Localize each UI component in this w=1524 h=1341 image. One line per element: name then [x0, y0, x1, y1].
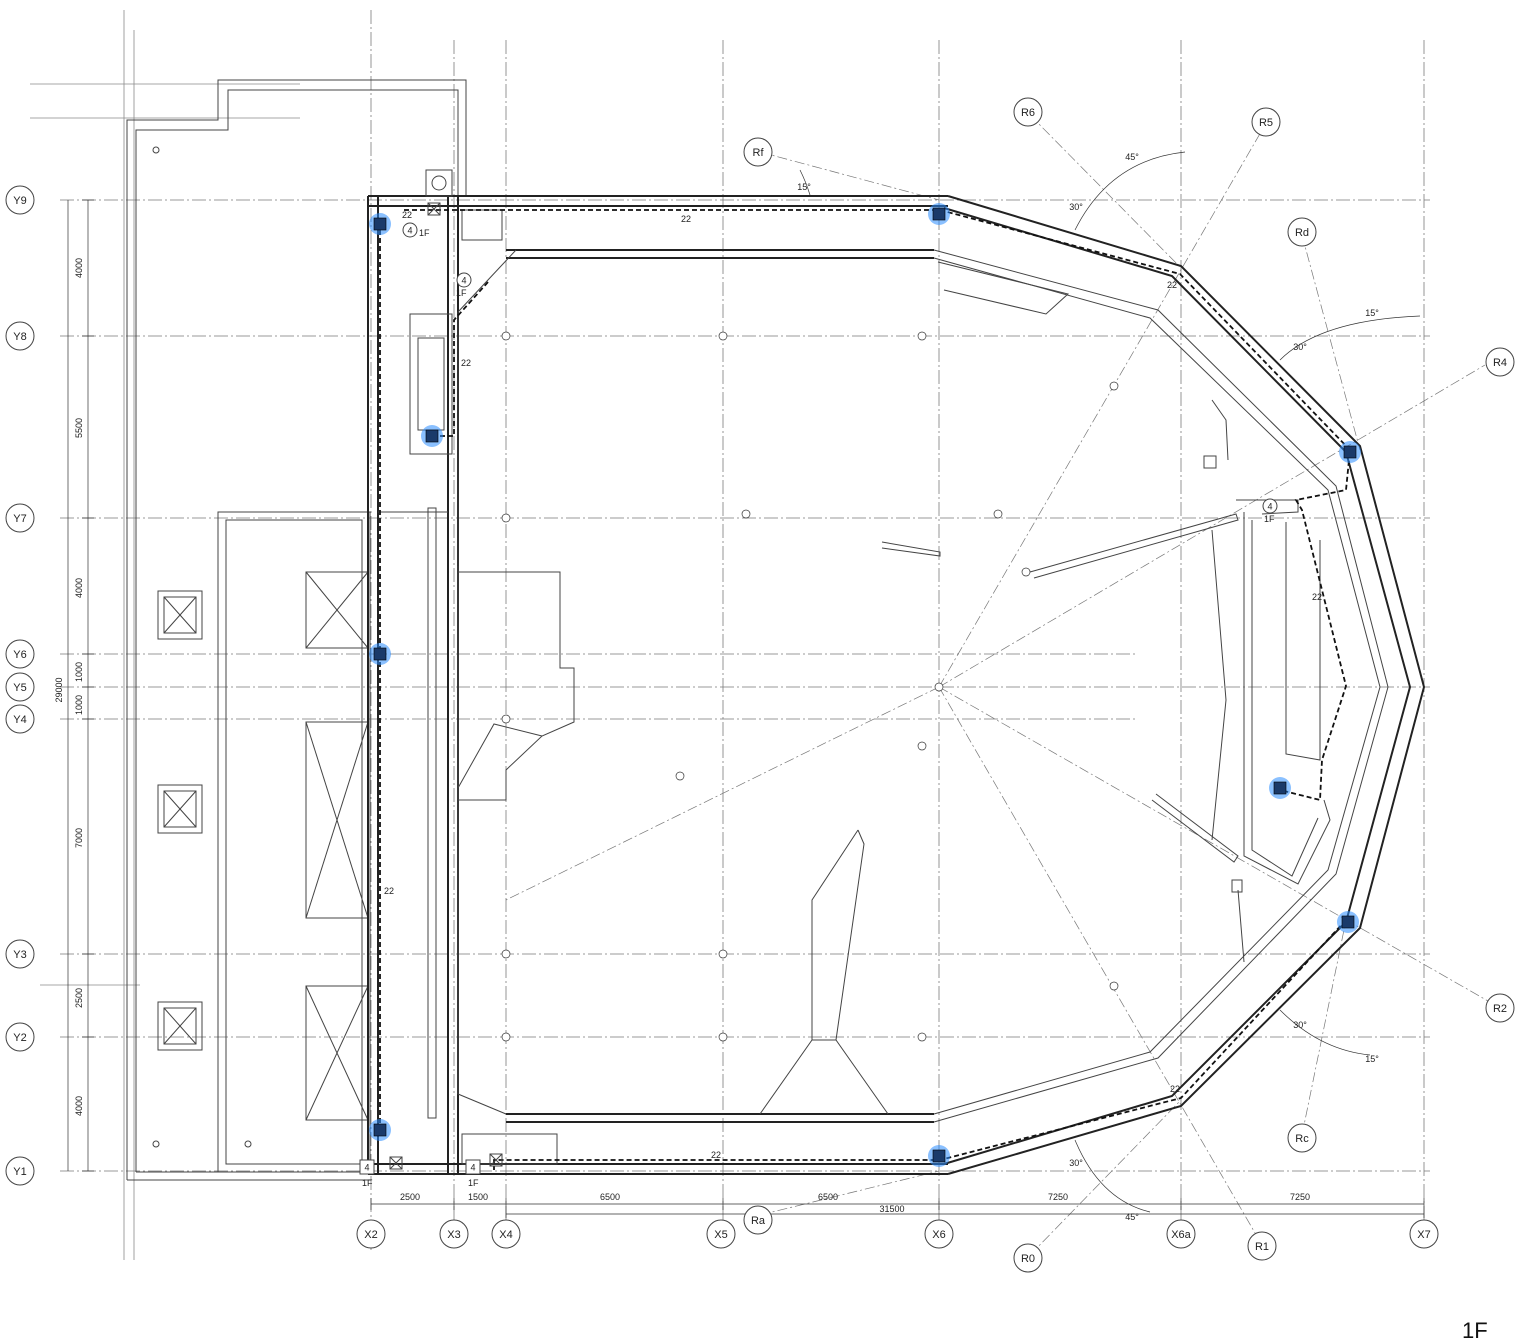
corridor	[367, 169, 948, 1175]
radial-label: R5	[1259, 117, 1273, 129]
grid-label-y: Y6	[13, 649, 26, 661]
dim-label: 7250	[1290, 1192, 1310, 1202]
grid-label-x: X7	[1417, 1229, 1430, 1241]
bottom-dimensions: 2500 1500 6500 6500 7250 7250 31500	[370, 1192, 1425, 1218]
device-tag: 22	[461, 358, 471, 368]
radial-label: R0	[1021, 1253, 1035, 1265]
grid-label-y: Y7	[13, 513, 26, 525]
callout-number: 4	[364, 1162, 369, 1172]
grid-label-x: X5	[714, 1229, 727, 1241]
radial-label: Rf	[753, 147, 765, 159]
main-hall	[457, 195, 1426, 1175]
angle-label: 30°	[1293, 1020, 1307, 1030]
callout-tag: 1F	[468, 1178, 479, 1188]
left-dimensions: 4000 5500 4000 1000 1000 7000 2500 4000 …	[54, 199, 94, 1172]
angle-labels: 15° 45° 30° 15° 30° 30° 15° 30° 45°	[797, 152, 1379, 1222]
radial-label: R4	[1493, 357, 1507, 369]
callout-number: 4	[1267, 501, 1272, 511]
radial-label: R6	[1021, 107, 1035, 119]
callout-number: 4	[407, 225, 412, 235]
dim-label: 4000	[74, 578, 84, 598]
grid-label-x: X6	[932, 1229, 945, 1241]
grid-label-x: X2	[364, 1229, 377, 1241]
dim-label: 1500	[468, 1192, 488, 1202]
dim-label: 7250	[1048, 1192, 1068, 1202]
grid-label-x: X3	[447, 1229, 460, 1241]
radial-label: Ra	[751, 1215, 766, 1227]
device-tag: 22	[711, 1150, 721, 1160]
dim-label: 6500	[600, 1192, 620, 1202]
dim-total-bottom: 31500	[879, 1204, 904, 1214]
grid-label-y: Y8	[13, 331, 26, 343]
grid-label-x: X4	[499, 1229, 512, 1241]
callout-number: 4	[470, 1162, 475, 1172]
grid-lines-horizontal	[30, 83, 1430, 1172]
device-tags: 22 22 22 22 22 22 22 22	[384, 210, 1322, 1160]
callout-number: 4	[461, 275, 466, 285]
angle-label: 15°	[797, 182, 811, 192]
dim-label: 6500	[818, 1192, 838, 1202]
dim-label: 1000	[74, 662, 84, 682]
device-tag: 22	[1170, 1084, 1180, 1094]
angle-label: 45°	[1125, 1212, 1139, 1222]
grid-label-y: Y3	[13, 949, 26, 961]
dim-label: 2500	[74, 988, 84, 1008]
angle-label: 30°	[1069, 202, 1083, 212]
device-tag: 22	[1312, 592, 1322, 602]
radial-label: Rc	[1295, 1133, 1309, 1145]
angle-label: 30°	[1069, 1158, 1083, 1168]
left-annex	[126, 79, 467, 1181]
device-markers	[369, 203, 1361, 1167]
callouts: 4 1F 4 1F 4 1F 4 1F 4 1F	[359, 202, 1278, 1188]
device-tag: 22	[384, 886, 394, 896]
grid-label-x: X6a	[1171, 1229, 1191, 1241]
radial-label: Rd	[1295, 227, 1309, 239]
dim-label: 4000	[74, 1096, 84, 1116]
device-tag: 22	[681, 214, 691, 224]
grid-label-y: Y2	[13, 1032, 26, 1044]
grid-label-y: Y1	[13, 1166, 26, 1178]
angle-label: 30°	[1293, 342, 1307, 352]
radial-label: R2	[1493, 1003, 1507, 1015]
grid-label-y: Y5	[13, 682, 26, 694]
radial-bubbles: Rf R6 R5 Rd R4 R2 Rc R1 R0 Ra	[743, 97, 1515, 1273]
grid-lines-vertical	[123, 10, 1425, 1260]
radial-rays	[505, 114, 1496, 1256]
angle-label: 15°	[1365, 1054, 1379, 1064]
columns	[501, 331, 1119, 1042]
dim-label: 4000	[74, 258, 84, 278]
grid-label-y: Y4	[13, 714, 26, 726]
grid-bubbles-y: Y9 Y8 Y7 Y6 Y5 Y4 Y3 Y2 Y1	[5, 185, 35, 1186]
callout-tag: 1F	[1264, 514, 1275, 524]
angle-arcs	[799, 151, 1421, 1213]
wiring-route	[379, 209, 1351, 1170]
device-tag: 22	[402, 210, 412, 220]
radial-label: R1	[1255, 1241, 1269, 1253]
dim-label: 5500	[74, 418, 84, 438]
grid-bubbles-x: X2 X3 X4 X5 X6 X6a X7	[356, 1219, 1439, 1249]
angle-label: 45°	[1125, 152, 1139, 162]
dim-label: 2500	[400, 1192, 420, 1202]
callout-tag: 1F	[362, 1178, 373, 1188]
angle-label: 15°	[1365, 308, 1379, 318]
callout-tag: 1F	[456, 288, 467, 298]
dim-label: 1000	[74, 695, 84, 715]
dim-label: 7000	[74, 828, 84, 848]
callout-tag: 1F	[419, 228, 430, 238]
device-tag: 22	[1167, 280, 1177, 290]
floor-stamp: 1F	[1462, 1318, 1488, 1341]
dim-total-left: 29000	[54, 677, 64, 702]
grid-label-y: Y9	[13, 195, 26, 207]
